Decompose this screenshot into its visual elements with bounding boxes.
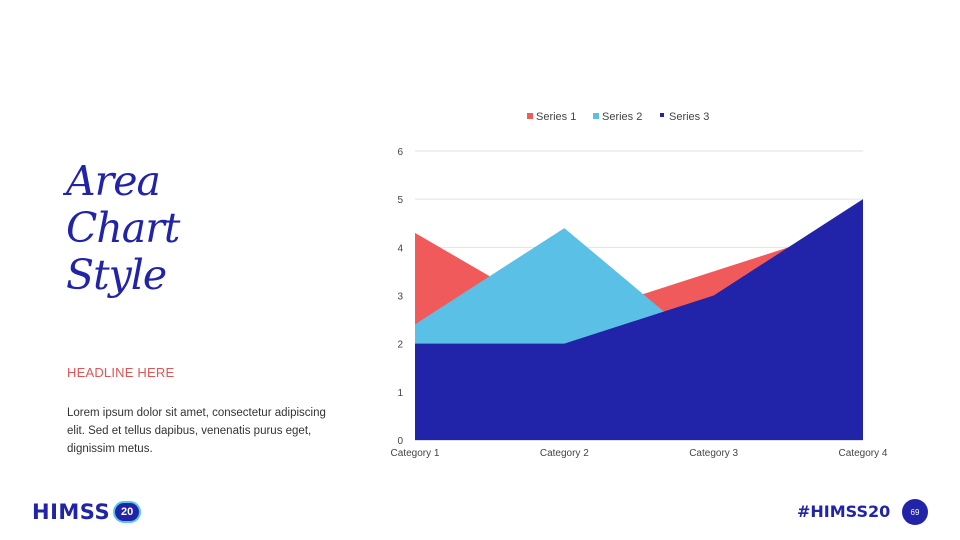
headline: HEADLINE HERE — [67, 365, 175, 380]
x-tick-label: Category 2 — [540, 448, 589, 459]
y-tick-label: 2 — [397, 340, 403, 351]
x-tick-label: Category 4 — [839, 448, 888, 459]
legend-label-2: Series 2 — [602, 111, 642, 123]
y-tick-label: 5 — [397, 195, 403, 206]
legend-label-3: Series 3 — [669, 111, 709, 123]
himss-logo: HIMSS 20 — [32, 498, 142, 526]
y-tick-label: 4 — [397, 243, 403, 254]
y-tick-label: 3 — [397, 292, 403, 303]
slide-title-line-2: Chart — [66, 204, 180, 252]
body-text: Lorem ipsum dolor sit amet, consectetur … — [67, 407, 326, 455]
x-tick-label: Category 3 — [689, 448, 738, 459]
logo-badge: 20 — [113, 501, 142, 523]
hashtag: #HIMSS20 — [797, 502, 891, 521]
legend-label-1: Series 1 — [536, 111, 576, 123]
slide-title-line-1: Area — [66, 157, 161, 205]
y-tick-label: 6 — [397, 147, 403, 158]
logo-text: HIMSS — [32, 500, 111, 524]
legend-swatch-2 — [593, 113, 599, 119]
area-series-3 — [415, 199, 863, 440]
y-tick-label: 0 — [397, 436, 403, 447]
legend-swatch-3 — [660, 113, 664, 117]
slide-title-line-3: Style — [66, 251, 167, 299]
page-number-badge: 69 — [902, 499, 928, 525]
x-tick-label: Category 1 — [391, 448, 440, 459]
y-tick-label: 1 — [397, 388, 403, 399]
slide-title: Area Chart Style — [66, 158, 286, 299]
legend-swatch-1 — [527, 113, 533, 119]
